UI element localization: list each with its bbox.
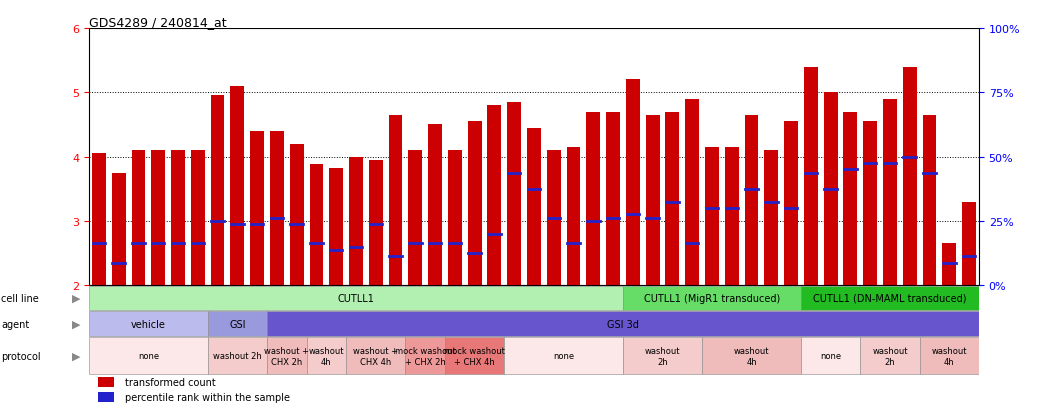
Bar	[623, 337, 703, 375]
Bar	[191, 151, 205, 285]
Bar	[290, 144, 304, 285]
Text: washout
4h: washout 4h	[309, 346, 344, 366]
Bar	[801, 286, 979, 311]
Bar	[428, 125, 442, 285]
Bar	[883, 100, 897, 285]
Bar	[922, 116, 936, 285]
Text: washout 2h: washout 2h	[213, 351, 262, 361]
Bar	[89, 337, 207, 375]
Bar	[942, 244, 956, 285]
Text: transformed count: transformed count	[125, 377, 216, 387]
Text: washout
4h: washout 4h	[734, 346, 770, 366]
Text: agent: agent	[1, 319, 29, 329]
Bar	[310, 165, 324, 285]
Bar	[89, 311, 207, 336]
Bar	[408, 151, 422, 285]
Bar	[369, 160, 383, 285]
Bar	[685, 100, 699, 285]
Text: washout +
CHX 2h: washout + CHX 2h	[264, 346, 309, 366]
Bar	[725, 147, 739, 285]
Bar	[210, 96, 224, 285]
Bar	[744, 116, 758, 285]
Text: washout
4h: washout 4h	[932, 346, 967, 366]
Text: ▶: ▶	[72, 351, 81, 361]
Bar	[349, 157, 363, 285]
Bar	[307, 337, 347, 375]
Bar	[267, 337, 307, 375]
Bar	[230, 87, 244, 285]
Text: none: none	[820, 351, 841, 361]
Bar	[861, 337, 919, 375]
Text: CUTLL1 (DN-MAML transduced): CUTLL1 (DN-MAML transduced)	[814, 293, 966, 303]
Bar	[903, 67, 917, 285]
Bar	[448, 151, 462, 285]
Text: washout
2h: washout 2h	[645, 346, 681, 366]
Bar	[962, 202, 976, 285]
Bar	[171, 151, 185, 285]
Text: GSI: GSI	[229, 319, 246, 329]
Bar	[566, 147, 580, 285]
Bar	[505, 337, 623, 375]
Bar	[623, 286, 801, 311]
Bar	[488, 106, 502, 285]
Bar	[507, 103, 521, 285]
Text: vehicle: vehicle	[131, 319, 165, 329]
Text: washout
2h: washout 2h	[872, 346, 908, 366]
Bar	[764, 151, 778, 285]
Text: CUTLL1: CUTLL1	[337, 293, 375, 303]
Bar	[405, 337, 445, 375]
Text: percentile rank within the sample: percentile rank within the sample	[125, 392, 290, 402]
Bar	[666, 112, 680, 285]
Text: CUTLL1 (MigR1 transduced): CUTLL1 (MigR1 transduced)	[644, 293, 780, 303]
Bar	[89, 286, 623, 311]
Bar	[468, 122, 482, 285]
Bar	[445, 337, 505, 375]
Text: GDS4289 / 240814_at: GDS4289 / 240814_at	[89, 16, 226, 29]
Bar	[152, 151, 165, 285]
Text: cell line: cell line	[1, 293, 39, 303]
Text: washout +
CHX 4h: washout + CHX 4h	[353, 346, 398, 366]
Bar	[329, 169, 343, 285]
Bar	[270, 131, 284, 285]
Bar	[527, 128, 541, 285]
Bar	[804, 67, 818, 285]
Bar	[547, 151, 561, 285]
Bar	[98, 377, 114, 387]
Text: GSI 3d: GSI 3d	[607, 319, 639, 329]
Bar	[824, 93, 838, 285]
Bar	[606, 112, 620, 285]
Bar	[132, 151, 146, 285]
Bar	[703, 337, 801, 375]
Bar	[705, 147, 719, 285]
Bar	[784, 122, 798, 285]
Bar	[919, 337, 979, 375]
Text: mock washout
+ CHX 4h: mock washout + CHX 4h	[444, 346, 505, 366]
Bar	[250, 131, 264, 285]
Bar	[98, 392, 114, 402]
Bar	[347, 337, 405, 375]
Bar	[207, 337, 267, 375]
Bar	[207, 311, 267, 336]
Text: ▶: ▶	[72, 319, 81, 329]
Bar	[92, 154, 106, 285]
Bar	[801, 337, 861, 375]
Text: ▶: ▶	[72, 293, 81, 303]
Text: protocol: protocol	[1, 351, 41, 361]
Bar	[586, 112, 600, 285]
Bar	[646, 116, 660, 285]
Bar	[388, 116, 402, 285]
Bar	[863, 122, 877, 285]
Bar	[626, 80, 640, 285]
Bar	[267, 311, 979, 336]
Text: none: none	[138, 351, 159, 361]
Text: mock washout
+ CHX 2h: mock washout + CHX 2h	[395, 346, 455, 366]
Bar	[112, 173, 126, 285]
Bar	[844, 112, 857, 285]
Text: none: none	[553, 351, 574, 361]
